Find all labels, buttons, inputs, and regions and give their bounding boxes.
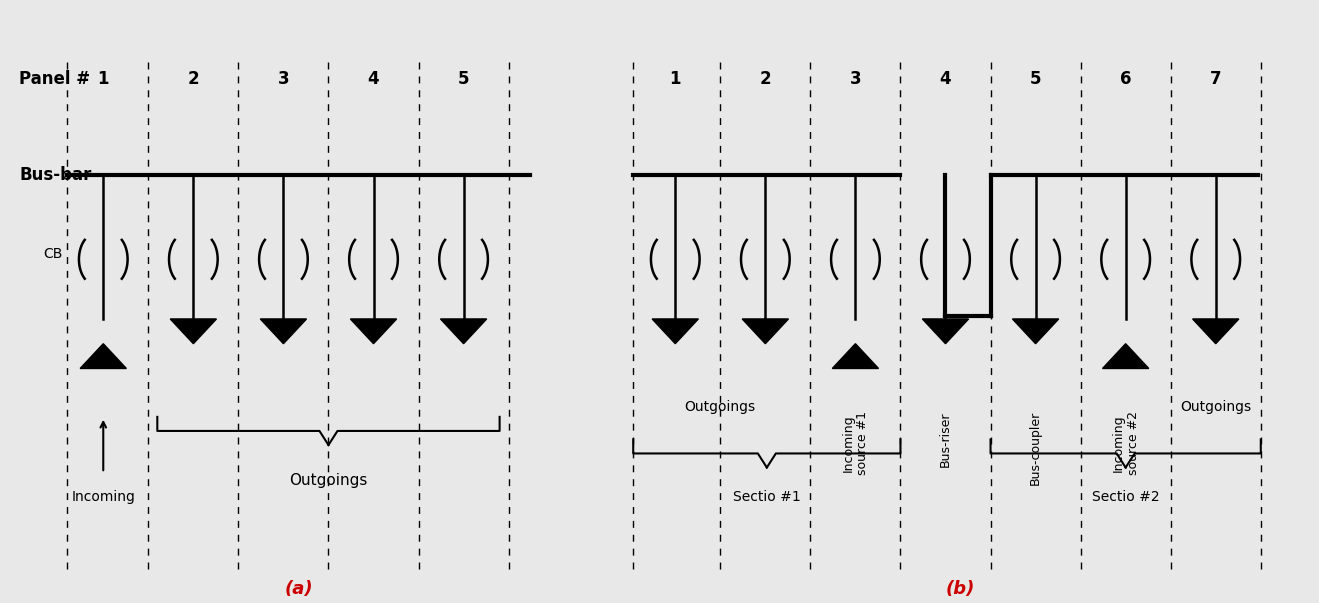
Polygon shape: [1103, 344, 1149, 368]
Text: Sectio #2: Sectio #2: [1092, 490, 1159, 504]
Polygon shape: [922, 319, 968, 344]
Text: Outgoings: Outgoings: [289, 473, 368, 488]
Polygon shape: [260, 319, 306, 344]
Text: 5: 5: [1030, 70, 1041, 88]
Text: 5: 5: [458, 70, 470, 88]
Text: Incoming
source #1: Incoming source #1: [842, 411, 869, 475]
Text: (a): (a): [284, 580, 313, 598]
Polygon shape: [351, 319, 397, 344]
Polygon shape: [1013, 319, 1059, 344]
Text: 3: 3: [849, 70, 861, 88]
Text: Bus-bar: Bus-bar: [20, 166, 91, 184]
Polygon shape: [441, 319, 487, 344]
Polygon shape: [652, 319, 698, 344]
Polygon shape: [170, 319, 216, 344]
Text: 1: 1: [98, 70, 109, 88]
Text: 1: 1: [670, 70, 681, 88]
Text: Bus-coupler: Bus-coupler: [1029, 411, 1042, 485]
Text: 3: 3: [277, 70, 289, 88]
Polygon shape: [80, 344, 127, 368]
Text: Incoming: Incoming: [71, 490, 136, 504]
Text: (b): (b): [946, 580, 975, 598]
Text: Sectio #1: Sectio #1: [733, 490, 801, 504]
Text: 2: 2: [187, 70, 199, 88]
Text: Bus-riser: Bus-riser: [939, 411, 952, 467]
Text: 4: 4: [939, 70, 951, 88]
Text: 6: 6: [1120, 70, 1132, 88]
Text: 4: 4: [368, 70, 380, 88]
Text: CB: CB: [44, 247, 63, 260]
Text: 2: 2: [760, 70, 772, 88]
Polygon shape: [1192, 319, 1239, 344]
Text: 7: 7: [1210, 70, 1221, 88]
Text: Outgoings: Outgoings: [1181, 400, 1252, 414]
Text: Incoming
source #2: Incoming source #2: [1112, 411, 1140, 475]
Text: Outgoings: Outgoings: [685, 400, 756, 414]
Text: Panel #: Panel #: [20, 70, 90, 88]
Polygon shape: [743, 319, 789, 344]
Polygon shape: [832, 344, 878, 368]
